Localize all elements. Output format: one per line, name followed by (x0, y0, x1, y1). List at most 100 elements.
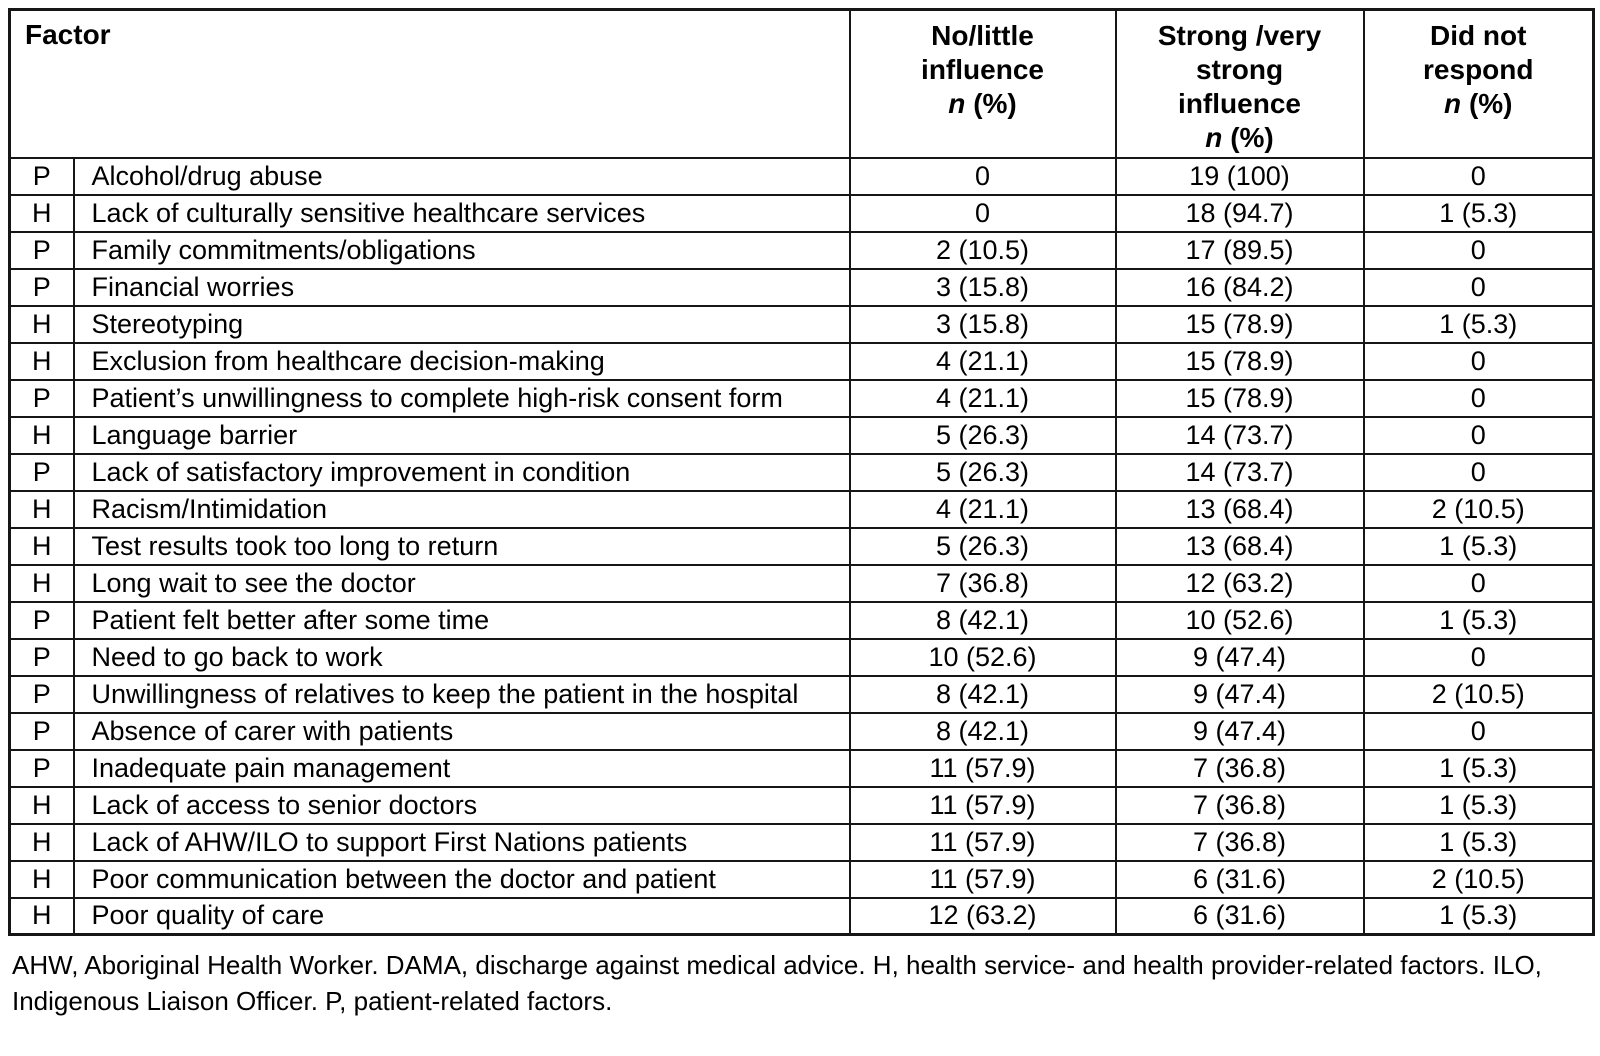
did-not-respond-cell: 1 (5.3) (1362, 600, 1595, 640)
factor-type-cell: H (8, 304, 75, 344)
did-not-respond-cell: 0 (1362, 230, 1595, 270)
column-header-did-not-respond: Did not respond n (%) (1362, 8, 1595, 159)
strong-influence-cell: 9 (47.4) (1114, 711, 1365, 751)
factor-name-cell: Alcohol/drug abuse (72, 156, 851, 196)
table-row: P Need to go back to work 10 (52.6) 9 (4… (8, 637, 1595, 677)
factor-type-cell: P (8, 674, 75, 714)
table-row: P Inadequate pain management 11 (57.9) 7… (8, 748, 1595, 788)
factor-type-cell: P (8, 267, 75, 307)
no-little-influence-cell: 11 (57.9) (848, 785, 1117, 825)
factor-type-cell: H (8, 489, 75, 529)
no-little-influence-cell: 4 (21.1) (848, 341, 1117, 381)
factor-name-cell: Unwillingness of relatives to keep the p… (72, 674, 851, 714)
factor-name-cell: Stereotyping (72, 304, 851, 344)
table-row: H Lack of access to senior doctors 11 (5… (8, 785, 1595, 825)
table-row: H Long wait to see the doctor 7 (36.8) 1… (8, 563, 1595, 603)
factor-name-cell: Need to go back to work (72, 637, 851, 677)
factor-type-cell: P (8, 378, 75, 418)
no-little-influence-cell: 7 (36.8) (848, 563, 1117, 603)
column-header-did-not-respond-label: Did not respond (1423, 20, 1534, 86)
strong-influence-cell: 9 (47.4) (1114, 674, 1365, 714)
no-little-influence-cell: 11 (57.9) (848, 859, 1117, 899)
did-not-respond-cell: 0 (1362, 378, 1595, 418)
column-header-did-not-respond-n-pct: n (%) (1444, 88, 1513, 120)
factor-type-cell: P (8, 748, 75, 788)
factor-name-cell: Lack of access to senior doctors (72, 785, 851, 825)
strong-influence-cell: 9 (47.4) (1114, 637, 1365, 677)
strong-influence-cell: 6 (31.6) (1114, 859, 1365, 899)
strong-influence-cell: 15 (78.9) (1114, 341, 1365, 381)
strong-influence-cell: 7 (36.8) (1114, 748, 1365, 788)
factor-type-cell: H (8, 859, 75, 899)
did-not-respond-cell: 1 (5.3) (1362, 304, 1595, 344)
factor-name-cell: Poor communication between the doctor an… (72, 859, 851, 899)
no-little-influence-cell: 12 (63.2) (848, 896, 1117, 936)
strong-influence-cell: 7 (36.8) (1114, 822, 1365, 862)
factor-type-cell: P (8, 156, 75, 196)
factor-type-cell: H (8, 563, 75, 603)
factor-name-cell: Lack of satisfactory improvement in cond… (72, 452, 851, 492)
strong-influence-cell: 18 (94.7) (1114, 193, 1365, 233)
table-row: H Racism/Intimidation 4 (21.1) 13 (68.4)… (8, 489, 1595, 529)
table-row: P Alcohol/drug abuse 0 19 (100) 0 (8, 156, 1595, 196)
column-header-no-little-label: No/little influence (921, 20, 1044, 86)
factor-type-cell: P (8, 452, 75, 492)
no-little-influence-cell: 5 (26.3) (848, 452, 1117, 492)
strong-influence-cell: 12 (63.2) (1114, 563, 1365, 603)
table-row: P Lack of satisfactory improvement in co… (8, 452, 1595, 492)
no-little-influence-cell: 3 (15.8) (848, 304, 1117, 344)
no-little-influence-cell: 0 (848, 193, 1117, 233)
no-little-influence-cell: 5 (26.3) (848, 415, 1117, 455)
no-little-influence-cell: 4 (21.1) (848, 489, 1117, 529)
did-not-respond-cell: 1 (5.3) (1362, 193, 1595, 233)
column-header-strong-label: Strong /very strong influence (1157, 20, 1322, 120)
did-not-respond-cell: 2 (10.5) (1362, 674, 1595, 714)
header-row: Factor No/little influence n (%) Strong … (8, 8, 1595, 159)
table-row: H Poor communication between the doctor … (8, 859, 1595, 899)
strong-influence-cell: 15 (78.9) (1114, 304, 1365, 344)
strong-influence-cell: 16 (84.2) (1114, 267, 1365, 307)
table-body: P Alcohol/drug abuse 0 19 (100) 0 H Lack… (8, 156, 1595, 936)
no-little-influence-cell: 11 (57.9) (848, 748, 1117, 788)
factor-type-cell: H (8, 526, 75, 566)
factor-name-cell: Absence of carer with patients (72, 711, 851, 751)
table-row: P Financial worries 3 (15.8) 16 (84.2) 0 (8, 267, 1595, 307)
factor-type-cell: P (8, 637, 75, 677)
strong-influence-cell: 13 (68.4) (1114, 526, 1365, 566)
strong-influence-cell: 17 (89.5) (1114, 230, 1365, 270)
did-not-respond-cell: 0 (1362, 563, 1595, 603)
factor-type-cell: P (8, 230, 75, 270)
abbreviations-footnote: AHW, Aboriginal Health Worker. DAMA, dis… (12, 950, 1542, 1016)
factor-type-cell: H (8, 415, 75, 455)
factor-type-cell: H (8, 896, 75, 936)
no-little-influence-cell: 8 (42.1) (848, 711, 1117, 751)
factor-name-cell: Language barrier (72, 415, 851, 455)
factor-type-cell: H (8, 193, 75, 233)
no-little-influence-cell: 11 (57.9) (848, 822, 1117, 862)
factor-name-cell: Poor quality of care (72, 896, 851, 936)
factor-name-cell: Long wait to see the doctor (72, 563, 851, 603)
column-header-no-little-influence: No/little influence n (%) (848, 8, 1117, 159)
did-not-respond-cell: 0 (1362, 452, 1595, 492)
did-not-respond-cell: 0 (1362, 267, 1595, 307)
factor-type-cell: H (8, 785, 75, 825)
factor-name-cell: Family commitments/obligations (72, 230, 851, 270)
did-not-respond-cell: 2 (10.5) (1362, 859, 1595, 899)
factor-type-cell: H (8, 822, 75, 862)
strong-influence-cell: 14 (73.7) (1114, 452, 1365, 492)
table-row: P Absence of carer with patients 8 (42.1… (8, 711, 1595, 751)
factor-type-cell: H (8, 341, 75, 381)
did-not-respond-cell: 0 (1362, 711, 1595, 751)
influence-factors-table: Factor No/little influence n (%) Strong … (8, 8, 1596, 937)
did-not-respond-cell: 0 (1362, 156, 1595, 196)
table-row: H Test results took too long to return 5… (8, 526, 1595, 566)
table-row: H Poor quality of care 12 (63.2) 6 (31.6… (8, 896, 1595, 936)
factor-name-cell: Inadequate pain management (72, 748, 851, 788)
table-header: Factor No/little influence n (%) Strong … (8, 8, 1595, 159)
column-header-factor: Factor (8, 8, 851, 159)
no-little-influence-cell: 4 (21.1) (848, 378, 1117, 418)
table-row: P Patient’s unwillingness to complete hi… (8, 378, 1595, 418)
factor-name-cell: Lack of AHW/ILO to support First Nations… (72, 822, 851, 862)
did-not-respond-cell: 0 (1362, 637, 1595, 677)
